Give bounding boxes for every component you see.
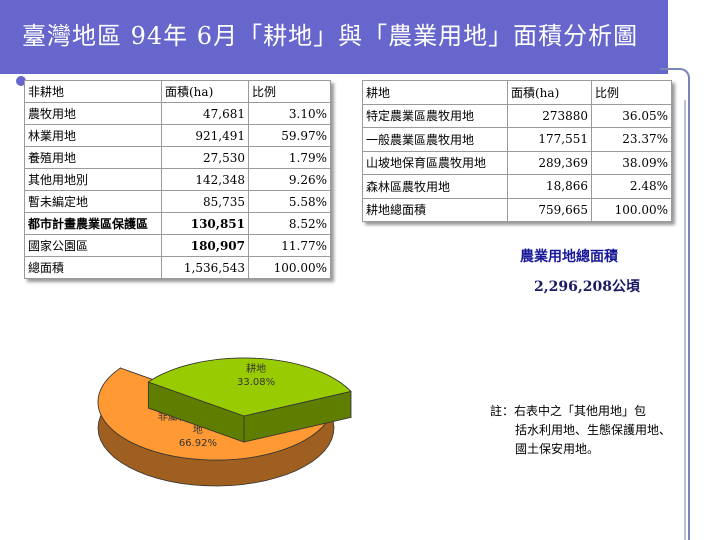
row-name: 暫未編定地 [24,190,162,213]
row-name: 都市計畫農業區保護區 [24,212,162,235]
pie-slice-2: 耕地 33.08% [147,357,352,443]
row-name: 養殖用地 [24,146,162,169]
row-ratio: 5.58% [248,190,331,213]
footnote-line: 括水利用地、生態保護用地、 [515,423,672,437]
row-name: 森林區農牧用地 [362,174,508,199]
row-name: 林業用地 [24,124,162,147]
slide-frame-line [660,68,690,540]
row-name: 國家公園區 [24,234,162,257]
table-row: 特定農業區農牧用地 273880 36.05% [362,103,672,128]
row-ratio: 100.00% [248,256,331,279]
page-title: 臺灣地區 94年 6月「耕地」與「農業用地」面積分析圖 [22,22,639,50]
table-header-cell: 面積(ha) [161,80,249,103]
row-ratio: 11.77% [248,234,331,257]
table-header-cell: 耕地 [362,80,508,105]
table-header-row: 耕地 面積(ha) 比例 [362,80,672,105]
row-name: 特定農業區農牧用地 [362,103,508,128]
row-area: 85,735 [161,190,249,213]
row-name: 山坡地保育區農牧用地 [362,150,508,175]
row-area: 759,665 [507,197,592,222]
table-row: 農牧用地 47,681 3.10% [24,102,331,125]
table-row: 森林區農牧用地 18,866 2.48% [362,174,672,199]
non-farmland-table: 非耕地 面積(ha) 比例 農牧用地 47,681 3.10% 林業用地 921… [24,80,331,279]
row-area: 921,491 [161,124,249,147]
row-area: 27,530 [161,146,249,169]
row-name: 農牧用地 [24,102,162,125]
row-name: 耕地總面積 [362,197,508,222]
row-area: 180,907 [161,234,249,257]
row-area: 142,348 [161,168,249,191]
pie-slice-label: 地 [193,423,203,436]
pie-slice-top [147,357,352,417]
table-header-cell: 面積(ha) [507,80,592,105]
table-row: 其他用地別 142,348 9.26% [24,168,331,191]
table-row: 暫未編定地 85,735 5.58% [24,190,331,213]
row-ratio: 23.37% [591,127,672,152]
agri-total-title: 農業用地總面積 [520,249,618,265]
row-area: 47,681 [161,102,249,125]
row-name: 一般農業區農牧用地 [362,127,508,152]
row-area: 1,536,543 [161,256,249,279]
table-row: 國家公園區 180,907 11.77% [24,234,331,257]
table-header-cell: 比例 [591,80,672,105]
pie-slice-label: 耕地 [246,362,266,375]
row-ratio: 8.52% [248,212,331,235]
row-ratio: 9.26% [248,168,331,191]
row-ratio: 59.97% [248,124,331,147]
farmland-table: 耕地 面積(ha) 比例 特定農業區農牧用地 273880 36.05% 一般農… [362,80,672,222]
row-ratio: 100.00% [591,197,672,222]
slide-frame-line-inner [684,100,694,540]
row-area: 130,851 [161,212,249,235]
row-area: 18,866 [507,174,592,199]
row-area: 289,369 [507,150,592,175]
row-ratio: 38.09% [591,150,672,175]
table-row: 林業用地 921,491 59.97% [24,124,331,147]
table-header-row: 非耕地 面積(ha) 比例 [24,80,331,103]
footnote-head: 註：右表中之「其他用地」包 [490,404,647,418]
table-row: 耕地總面積 759,665 100.00% [362,197,672,222]
pie-percent-label: 66.92% [179,438,217,449]
row-ratio: 36.05% [591,103,672,128]
row-area: 177,551 [507,127,592,152]
row-name: 總面積 [24,256,162,279]
footnote: 註：右表中之「其他用地」包 括水利用地、生態保護用地、 國土保安用地。 [490,402,715,459]
table-row: 山坡地保育區農牧用地 289,369 38.09% [362,150,672,175]
title-bar: 臺灣地區 94年 6月「耕地」與「農業用地」面積分析圖 [0,0,668,74]
agri-total-value: 2,296,208公頃 [534,279,640,295]
table-header-cell: 比例 [248,80,331,103]
row-ratio: 2.48% [591,174,672,199]
table-row: 養殖用地 27,530 1.79% [24,146,331,169]
row-ratio: 1.79% [248,146,331,169]
table-row: 一般農業區農牧用地 177,551 23.37% [362,127,672,152]
row-name: 其他用地別 [24,168,162,191]
table-row: 都市計畫農業區保護區 130,851 8.52% [24,212,331,235]
row-area: 273880 [507,103,592,128]
table-header-cell: 非耕地 [24,80,162,103]
pie-percent-label: 33.08% [237,377,275,388]
footnote-line: 國土保安用地。 [515,442,600,456]
row-ratio: 3.10% [248,102,331,125]
table-row: 總面積 1,536,543 100.00% [24,256,331,279]
title-dot [16,76,26,86]
